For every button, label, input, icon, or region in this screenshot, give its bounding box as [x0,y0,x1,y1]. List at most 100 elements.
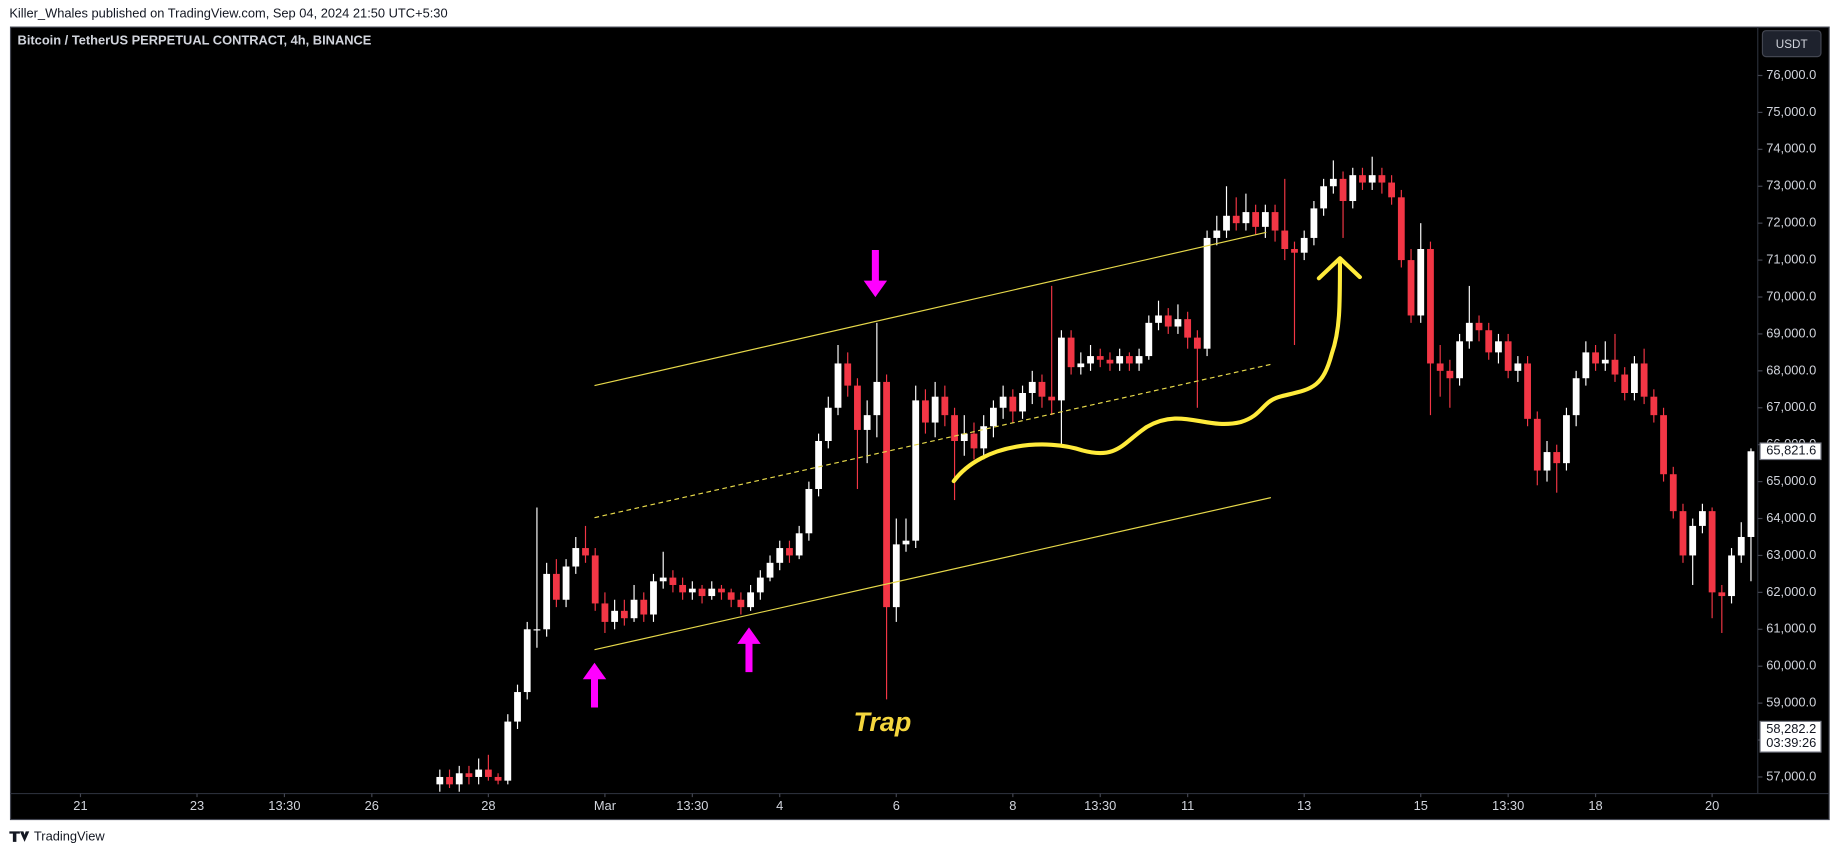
candle-body [1427,249,1434,364]
candle-body [970,433,978,449]
candle-body [1465,322,1473,342]
path-arrowhead [1316,256,1362,281]
price-label-box [1759,720,1822,753]
candle-body [1436,363,1444,371]
candle-body [1281,230,1289,250]
candle-body [1514,363,1522,371]
candle-body [980,426,988,449]
drawings: Trap [582,231,1362,737]
x-tick-label: 13:30 [1492,798,1524,813]
candle-body [611,610,619,622]
candle-body [776,548,784,563]
candle-body [659,577,667,582]
y-tick-label: 76,000.0 [1766,67,1816,82]
currency-button[interactable] [1761,30,1822,58]
y-tick-label: 74,000.0 [1766,141,1816,156]
x-tick-label: 21 [73,798,87,813]
candle-body [1164,315,1172,327]
candle-body [698,588,706,597]
candle-body [1582,352,1590,379]
candle-body [1533,418,1541,471]
y-tick-label: 59,000.0 [1766,694,1816,709]
y-tick-label: 75,000.0 [1766,104,1816,119]
up-arrow [737,627,761,673]
currency-label[interactable]: USDT [1776,38,1808,51]
y-tick-label: 65,000.0 [1766,473,1816,488]
candle-body [1699,511,1706,526]
candle-body [1057,337,1065,401]
candle-body [727,592,735,600]
candle-body [883,381,890,608]
candle-body [572,548,580,567]
x-tick-label: 6 [893,798,900,813]
candle-body [1747,451,1755,537]
candle-body [669,577,677,585]
candle-body [1310,208,1318,238]
candle-body [922,400,929,423]
candle-body [834,363,842,408]
candle-body [1106,359,1114,364]
channel-mid [594,363,1272,519]
candle-body [582,548,589,556]
candle-body [1640,363,1648,397]
candle-body [1504,341,1512,371]
candle-body [912,400,920,541]
x-tick-label: 13 [1297,798,1311,813]
candle-body [786,548,793,556]
candle-body [1193,337,1201,349]
channel-lower [594,497,1272,651]
candle-body [902,540,910,545]
candle-body [1038,381,1046,397]
candle-body [552,573,560,600]
candle-body [1213,230,1221,238]
candle-body [990,407,997,427]
candle-body [436,776,444,785]
candle-body [747,592,755,608]
brand-name: TradingView [34,829,105,844]
candle-body [999,396,1007,408]
candle-body [1096,356,1104,360]
candle-body [1456,341,1463,379]
candle-body [1368,175,1376,183]
x-tick-label: 26 [365,798,379,813]
candle-body [1174,319,1182,327]
y-tick-label: 67,000.0 [1766,399,1816,414]
candle-body [688,588,696,593]
candle-body [708,588,716,597]
candle-body [824,407,832,441]
candle-body [523,629,531,693]
candle-body [1679,511,1687,556]
candle-body [1048,396,1056,401]
candle-body [795,533,803,556]
candle-body [1737,536,1745,556]
candle-body [1125,356,1133,364]
candle-body [737,599,745,608]
candle-body [1660,415,1667,475]
candle-body [1184,319,1192,338]
x-tick-label: 8 [1009,798,1016,813]
candle-body [1592,352,1599,364]
axes: 57,000.058,000.059,000.060,000.061,000.0… [73,67,1822,813]
candle-body [1524,363,1531,419]
candle-body [756,577,764,593]
candle-body [494,776,502,781]
x-tick-label: 23 [190,798,204,813]
candle-body [1543,452,1551,471]
y-tick-label: 64,000.0 [1766,510,1816,525]
candle-body [1388,182,1396,198]
candle-body [1397,197,1405,261]
candle-body [484,769,492,777]
candle-body [1475,322,1483,331]
candle-body [1203,237,1211,349]
candle-body [1087,356,1094,364]
candle-body [766,562,774,578]
candle-body [1261,212,1269,227]
y-tick-label: 63,000.0 [1766,547,1816,562]
countdown-label: 03:39:26 [1766,735,1816,750]
y-tick-label: 68,000.0 [1766,362,1816,377]
x-tick-label: 20 [1705,798,1719,813]
x-tick-label: 4 [776,798,783,813]
candle-body [1135,356,1143,364]
candle-body [1252,212,1260,227]
